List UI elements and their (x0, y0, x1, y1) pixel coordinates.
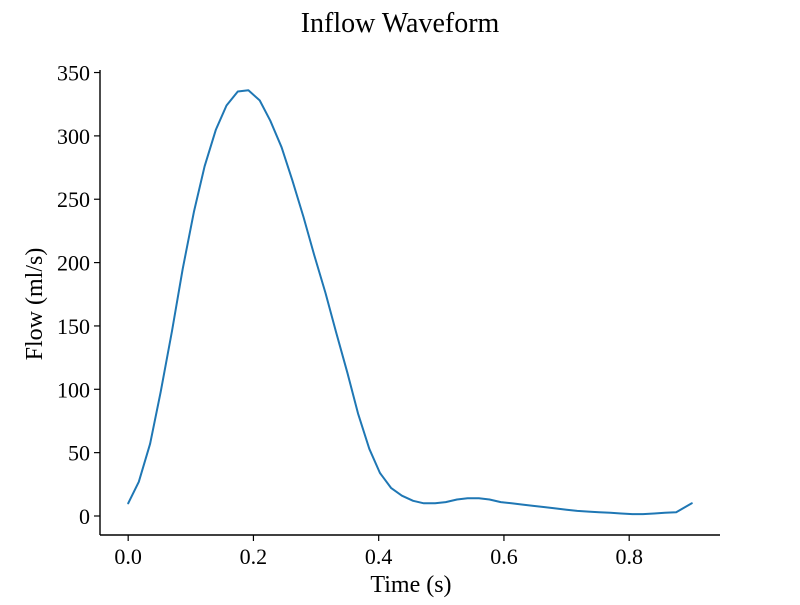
y-tick-label: 250 (57, 187, 90, 212)
x-tick-label: 0.8 (615, 544, 643, 569)
y-tick-label: 350 (57, 61, 90, 86)
x-tick-label: 0.4 (365, 544, 393, 569)
y-axis-label: Flow (ml/s) (22, 248, 48, 361)
series-line (127, 89, 693, 516)
plot-area (127, 89, 693, 516)
x-tick-label: 0.2 (240, 544, 268, 569)
y-tick-label: 50 (68, 441, 90, 466)
x-axis-label: Time (s) (370, 572, 451, 598)
y-tick-label: 200 (57, 251, 90, 276)
x-tick-label: 0.6 (490, 544, 518, 569)
y-tick-label: 150 (57, 314, 90, 339)
y-tick-label: 300 (57, 124, 90, 149)
axes: 0.0 0.2 0.4 0.6 0.8 0 50 100 150 200 250 300 350 (57, 61, 720, 569)
x-tick-label: 0.0 (114, 544, 142, 569)
chart-title: Inflow Waveform (301, 8, 500, 39)
y-tick-label: 100 (57, 377, 90, 402)
y-tick-label: 0 (79, 504, 90, 529)
